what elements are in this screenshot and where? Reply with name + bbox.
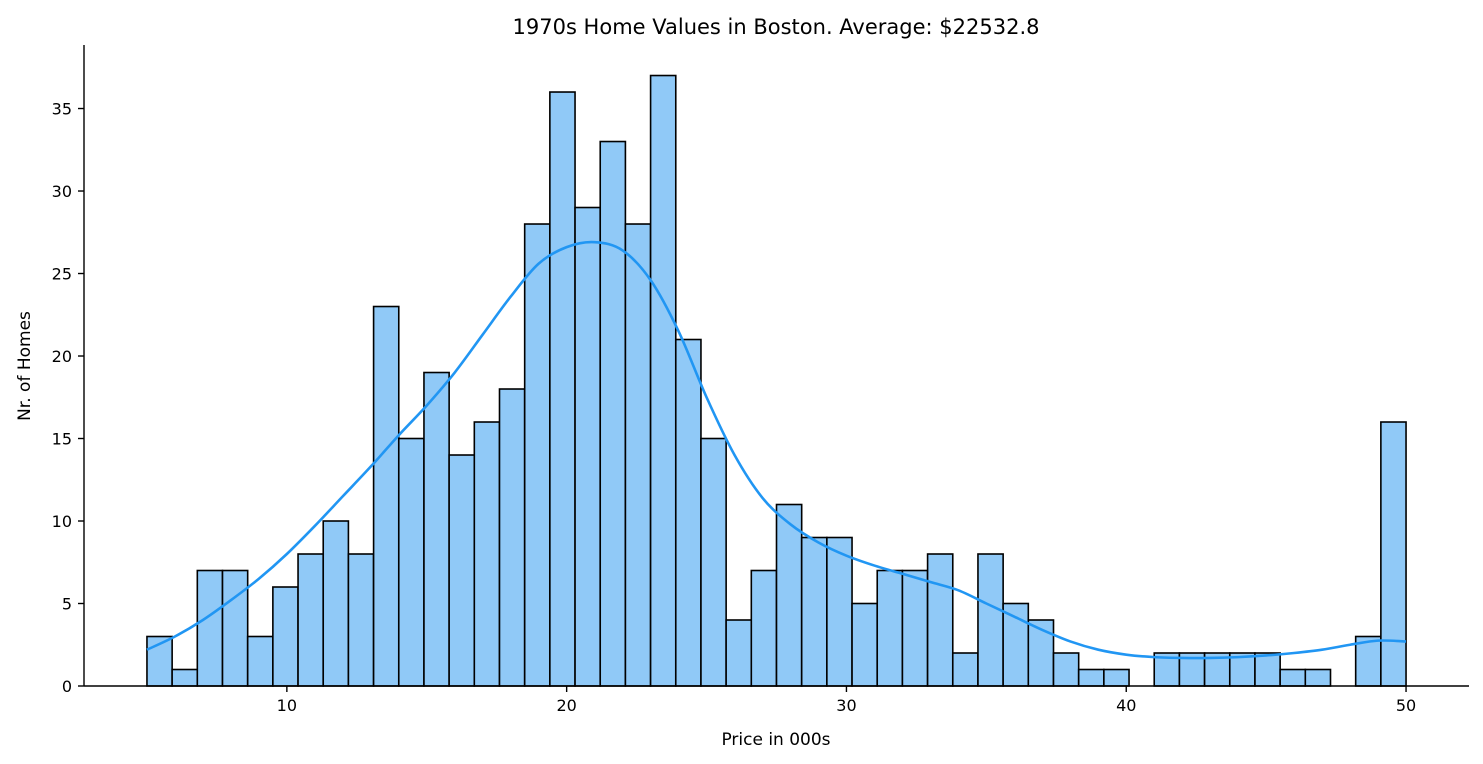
histogram-bar bbox=[423, 371, 450, 687]
histogram-bar bbox=[674, 338, 702, 687]
histogram-bar bbox=[826, 536, 853, 687]
histogram-bar bbox=[951, 652, 979, 687]
histogram-bar bbox=[347, 553, 375, 687]
y-tick-label: 15 bbox=[52, 430, 72, 449]
histogram-bar bbox=[700, 437, 727, 687]
histogram-bar bbox=[1002, 602, 1030, 687]
x-tick-label: 30 bbox=[836, 696, 856, 715]
histogram-bar bbox=[1304, 668, 1332, 687]
histogram-bar bbox=[599, 140, 627, 687]
histogram-bar bbox=[876, 569, 904, 687]
x-tick-label: 10 bbox=[277, 696, 297, 715]
chart-title: 1970s Home Values in Boston. Average: $2… bbox=[513, 15, 1040, 39]
histogram-bar bbox=[574, 206, 602, 687]
histogram-bar bbox=[775, 503, 803, 687]
x-tick-label: 20 bbox=[556, 696, 576, 715]
y-axis-label: Nr. of Homes bbox=[15, 311, 35, 421]
histogram-bar bbox=[851, 602, 879, 687]
histogram-bar bbox=[322, 520, 350, 687]
histogram-bar bbox=[800, 536, 828, 687]
histogram-bar bbox=[725, 619, 753, 687]
histogram-bar bbox=[473, 421, 501, 687]
histogram-bar bbox=[372, 305, 400, 687]
y-tick-label: 10 bbox=[52, 512, 72, 531]
histogram-bar bbox=[977, 553, 1004, 687]
histogram-bars bbox=[146, 74, 1407, 687]
histogram-bar bbox=[926, 553, 954, 687]
histogram-bar bbox=[171, 668, 199, 687]
histogram-bar bbox=[549, 91, 576, 687]
histogram-bar bbox=[196, 569, 224, 687]
kde-curve bbox=[146, 240, 1407, 660]
y-tick-label: 0 bbox=[62, 677, 72, 696]
histogram-bar bbox=[1103, 668, 1130, 687]
histogram-bar bbox=[750, 569, 778, 687]
x-tick-label: 40 bbox=[1116, 696, 1136, 715]
y-tick-label: 20 bbox=[52, 347, 72, 366]
histogram-bar bbox=[1279, 668, 1307, 687]
histogram-bar bbox=[1380, 421, 1407, 687]
x-tick-label: 50 bbox=[1396, 696, 1416, 715]
y-tick-label: 25 bbox=[52, 265, 72, 284]
histogram-bar bbox=[649, 74, 677, 687]
histogram-bar bbox=[272, 586, 299, 687]
x-axis-label: Price in 000s bbox=[721, 730, 830, 750]
histogram-bar bbox=[624, 223, 652, 687]
histogram-bar bbox=[901, 569, 929, 687]
histogram-bar bbox=[1077, 668, 1105, 687]
axes: 10 20 30 40 50 0 5 10 15 20 25 30 35 bbox=[52, 45, 1469, 715]
histogram-bar bbox=[1052, 652, 1080, 687]
histogram-bar bbox=[246, 635, 274, 687]
histogram-bar bbox=[523, 223, 551, 687]
histogram-bar bbox=[221, 569, 249, 687]
y-tick-label: 30 bbox=[52, 182, 72, 201]
histogram-bar bbox=[397, 437, 425, 687]
y-tick-label: 35 bbox=[52, 100, 72, 119]
histogram-bar bbox=[1254, 652, 1281, 687]
y-tick-label: 5 bbox=[62, 595, 72, 614]
histogram-bar bbox=[448, 454, 476, 687]
histogram-bar bbox=[498, 388, 526, 687]
histogram-bar bbox=[297, 553, 325, 687]
